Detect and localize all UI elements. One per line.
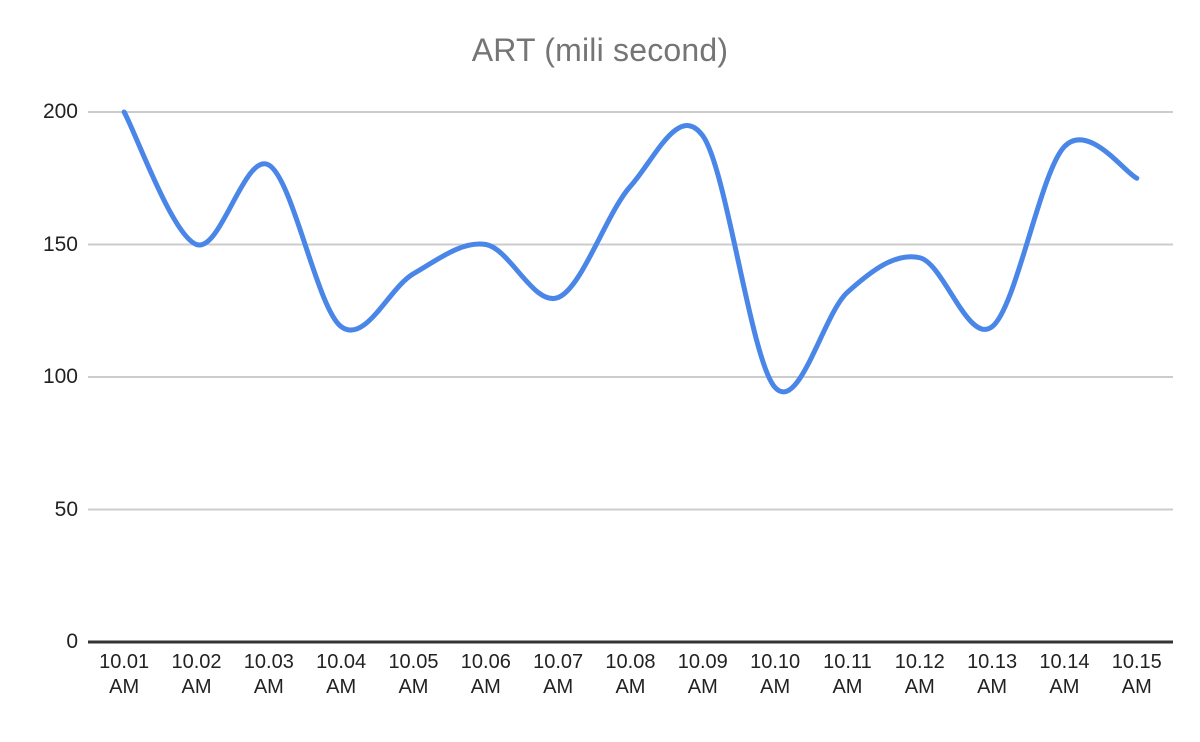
x-tick-label: 10.13 AM (967, 651, 1018, 698)
y-tick-label: 50 (54, 497, 78, 521)
x-axis-labels: 10.01 AM 10.02 AM 10.03 AM 10.04 AM 10.05 AM 10.06… (88, 650, 1173, 730)
x-tick-label: 10.08 AM (605, 651, 656, 698)
x-tick-label: 10.11 AM (823, 651, 872, 698)
chart-title: ART (mili second) (471, 32, 729, 68)
y-tick-label: 100 (42, 365, 78, 388)
x-tick-label: 10.14 AM (1039, 651, 1090, 698)
x-tick-label: 10.07 AM (533, 651, 584, 698)
x-tick-label: 10.03 AM (243, 651, 294, 698)
x-tick-label: 10.04 AM (316, 651, 367, 698)
y-tick-label: 150 (42, 232, 78, 256)
y-axis-labels: 0 50 100 150 200 (0, 0, 78, 742)
y-tick-label: 0 (66, 630, 78, 653)
gridlines (88, 111, 1173, 644)
x-tick-label: 10.06 AM (460, 651, 511, 698)
x-tick-label: 10.09 AM (677, 651, 728, 698)
x-tick-label: 10.05 AM (388, 651, 439, 698)
x-tick-label: 10.10 AM (750, 651, 801, 698)
y-tick-label: 200 (42, 100, 78, 123)
series-lines (121, 109, 1140, 395)
series-line-0 (121, 109, 1140, 395)
x-tick-label: 10.02 AM (171, 651, 222, 698)
x-tick-label: 10.01 AM (99, 651, 150, 698)
x-tick-label: 10.15 AM (1111, 651, 1162, 698)
x-tick-label: 10.12 AM (894, 651, 945, 698)
